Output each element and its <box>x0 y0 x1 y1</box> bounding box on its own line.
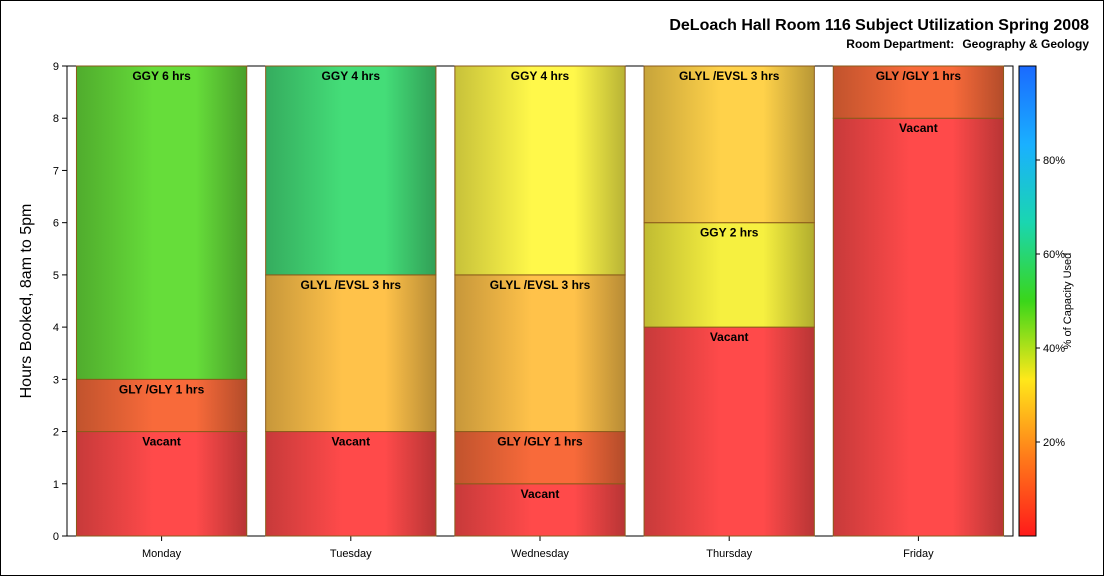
segment-label: GLY /GLY 1 hrs <box>119 382 205 396</box>
colorbar-tick-label: 20% <box>1043 437 1065 449</box>
x-tick-label: Friday <box>903 548 934 560</box>
colorbar-scale <box>1018 65 1037 537</box>
y-tick-label: 8 <box>53 113 59 125</box>
y-tick-label: 5 <box>53 270 59 282</box>
bar-segment <box>454 274 626 433</box>
segment-label: GGY 4 hrs <box>511 69 570 83</box>
x-tick-label: Monday <box>142 548 182 560</box>
y-axis-label: Hours Booked, 8am to 5pm <box>18 204 35 399</box>
segment-label: GLY /GLY 1 hrs <box>497 435 583 449</box>
chart-subtitle: Room Department: Geography & Geology <box>846 37 1089 51</box>
x-tick-label: Wednesday <box>511 548 569 560</box>
bar-segment <box>454 65 626 276</box>
y-tick-label: 4 <box>53 322 59 334</box>
segment-label: GLYL /EVSL 3 hrs <box>301 278 402 292</box>
bar-segment <box>265 65 437 276</box>
colorbar-tick-label: 60% <box>1043 249 1065 261</box>
bar-segment <box>265 274 437 433</box>
segment-label: GGY 2 hrs <box>700 226 759 240</box>
segment-label: Vacant <box>521 487 560 501</box>
plot-area: 0 1 2 3 4 5 6 7 8 9 Monday Vacant GLY /GLY 1 hrs GGY … <box>53 61 1014 560</box>
y-tick-label: 9 <box>53 61 59 73</box>
bar-segment <box>454 483 626 537</box>
segment-label: Vacant <box>899 121 938 135</box>
colorbar-label: % of Capacity Used <box>1062 253 1074 350</box>
segment-label: GGY 4 hrs <box>322 69 381 83</box>
y-tick-label: 3 <box>53 374 59 386</box>
y-tick-label: 0 <box>53 531 59 543</box>
segment-label: GGY 6 hrs <box>132 69 191 83</box>
segment-label: Vacant <box>710 330 749 344</box>
bar-segment <box>832 117 1005 537</box>
segment-label: Vacant <box>142 435 181 449</box>
chart-title: DeLoach Hall Room 116 Subject Utilizatio… <box>669 17 1089 34</box>
subtitle-value: Geography & Geology <box>962 37 1089 51</box>
segment-label: GLYL /EVSL 3 hrs <box>490 278 591 292</box>
subtitle-label: Room Department: <box>846 37 954 51</box>
colorbar-tick-label: 40% <box>1043 343 1065 355</box>
y-tick-label: 2 <box>53 427 59 439</box>
y-tick-label: 1 <box>53 479 59 491</box>
y-tick-label: 6 <box>53 218 59 230</box>
segment-label: GLY /GLY 1 hrs <box>876 69 962 83</box>
bar-segment <box>75 378 248 433</box>
bar-segment <box>454 431 626 485</box>
bar-segment <box>643 222 815 328</box>
bar-segment <box>643 65 815 224</box>
colorbar: 20% 40% 60% 80% <box>1018 65 1065 537</box>
colorbar-tick-label: 80% <box>1043 155 1065 167</box>
bar-segment <box>75 65 248 380</box>
bar-segment <box>75 431 248 537</box>
bar-segment <box>643 326 815 537</box>
x-tick-label: Thursday <box>706 548 752 560</box>
x-tick-label: Tuesday <box>330 548 372 560</box>
segment-label: GLYL /EVSL 3 hrs <box>679 69 780 83</box>
bar-segment <box>832 65 1005 119</box>
segment-label: Vacant <box>331 435 370 449</box>
y-tick-label: 7 <box>53 165 59 177</box>
